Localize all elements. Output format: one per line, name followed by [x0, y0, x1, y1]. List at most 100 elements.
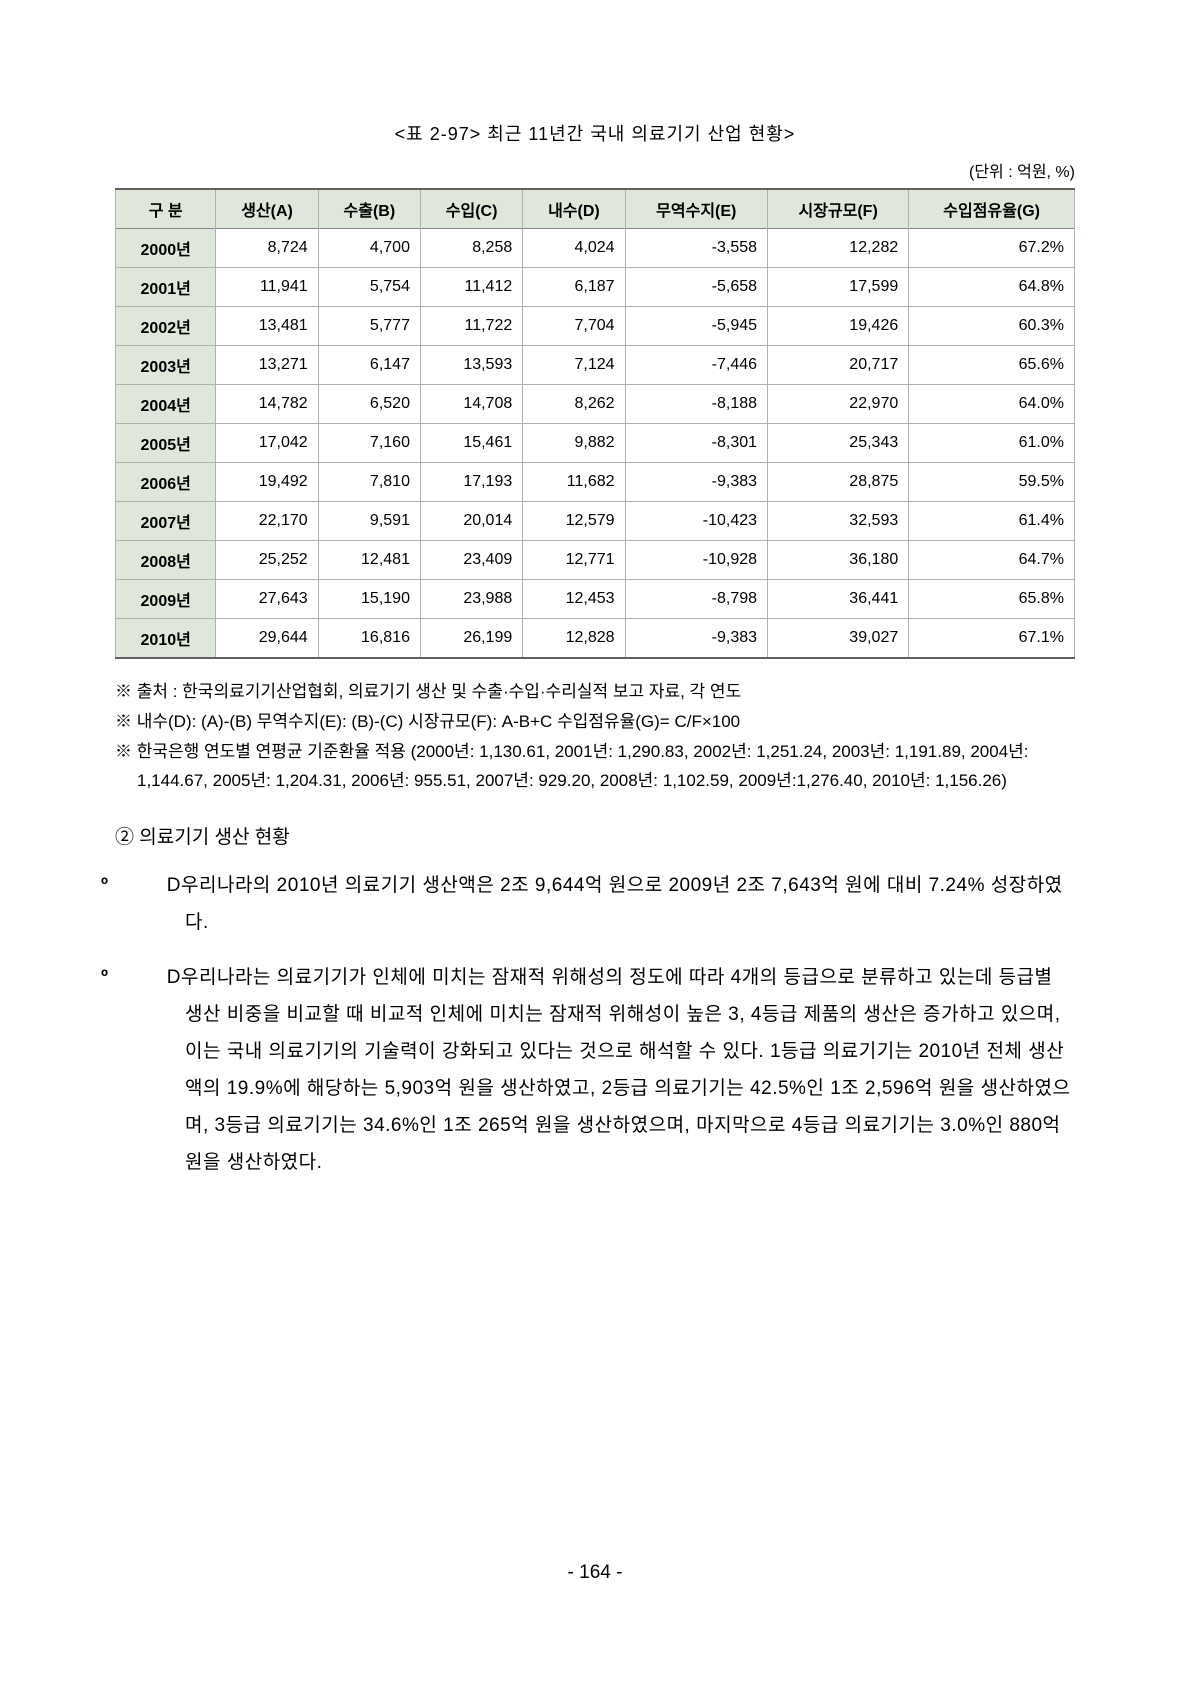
col-header: 수입점유율(G) — [909, 189, 1075, 229]
table-cell: 13,593 — [420, 346, 522, 385]
table-cell: 67.2% — [909, 229, 1075, 268]
bullet-item: º D우리나라의 2010년 의료기기 생산액은 2조 9,644억 원으로 2… — [115, 867, 1075, 941]
table-cell: 15,190 — [318, 580, 420, 619]
table-cell: 65.6% — [909, 346, 1075, 385]
table-cell: -8,301 — [625, 424, 767, 463]
table-cell: 11,722 — [420, 307, 522, 346]
table-cell: -7,446 — [625, 346, 767, 385]
table-cell: 14,782 — [216, 385, 318, 424]
table-cell: 5,754 — [318, 268, 420, 307]
table-cell: 36,180 — [768, 541, 909, 580]
table-cell: 8,724 — [216, 229, 318, 268]
table-cell: 23,409 — [420, 541, 522, 580]
table-cell: 12,453 — [523, 580, 625, 619]
table-cell: -10,928 — [625, 541, 767, 580]
table-cell: 61.4% — [909, 502, 1075, 541]
table-cell: 16,816 — [318, 619, 420, 659]
table-cell: 27,643 — [216, 580, 318, 619]
table-cell: 12,282 — [768, 229, 909, 268]
bullet-text: D우리나라의 2010년 의료기기 생산액은 2조 9,644억 원으로 200… — [161, 875, 1063, 933]
table-cell: -9,383 — [625, 619, 767, 659]
table-cell: -10,423 — [625, 502, 767, 541]
table-cell: 7,704 — [523, 307, 625, 346]
table-cell: 4,700 — [318, 229, 420, 268]
table-cell: 22,170 — [216, 502, 318, 541]
bullet-list: º D우리나라의 2010년 의료기기 생산액은 2조 9,644억 원으로 2… — [115, 867, 1075, 1181]
table-cell: 11,682 — [523, 463, 625, 502]
table-cell: 67.1% — [909, 619, 1075, 659]
table-cell: 2004년 — [116, 385, 216, 424]
table-cell: 2007년 — [116, 502, 216, 541]
table-cell: 61.0% — [909, 424, 1075, 463]
col-header: 구 분 — [116, 189, 216, 229]
bullet-marker-icon: º — [143, 959, 161, 996]
table-cell: 12,579 — [523, 502, 625, 541]
table-row: 2001년11,9415,75411,4126,187-5,65817,5996… — [116, 268, 1075, 307]
table-cell: 23,988 — [420, 580, 522, 619]
table-cell: 64.8% — [909, 268, 1075, 307]
table-cell: -9,383 — [625, 463, 767, 502]
table-cell: 2001년 — [116, 268, 216, 307]
table-cell: 20,014 — [420, 502, 522, 541]
table-cell: 6,147 — [318, 346, 420, 385]
table-cell: 12,481 — [318, 541, 420, 580]
table-cell: 64.0% — [909, 385, 1075, 424]
table-cell: -3,558 — [625, 229, 767, 268]
bullet-item: º D우리나라는 의료기기가 인체에 미치는 잠재적 위해성의 정도에 따라 4… — [115, 959, 1075, 1181]
table-cell: 8,262 — [523, 385, 625, 424]
col-header: 내수(D) — [523, 189, 625, 229]
table-cell: 17,193 — [420, 463, 522, 502]
table-cell: 7,810 — [318, 463, 420, 502]
table-row: 2002년13,4815,77711,7227,704-5,94519,4266… — [116, 307, 1075, 346]
table-cell: 9,591 — [318, 502, 420, 541]
table-cell: 15,461 — [420, 424, 522, 463]
table-cell: 19,426 — [768, 307, 909, 346]
table-cell: 9,882 — [523, 424, 625, 463]
section-heading: ② 의료기기 생산 현황 — [115, 822, 1075, 849]
table-row: 2009년27,64315,19023,98812,453-8,79836,44… — [116, 580, 1075, 619]
page-number: - 164 - — [0, 1562, 1190, 1584]
table-row: 2003년13,2716,14713,5937,124-7,44620,7176… — [116, 346, 1075, 385]
table-unit: (단위 : 억원, %) — [115, 158, 1075, 182]
col-header: 무역수지(E) — [625, 189, 767, 229]
table-row: 2010년29,64416,81626,19912,828-9,38339,02… — [116, 619, 1075, 659]
table-cell: 13,271 — [216, 346, 318, 385]
note-line: ※ 내수(D): (A)-(B) 무역수지(E): (B)-(C) 시장규모(F… — [115, 707, 1075, 737]
table-cell: 14,708 — [420, 385, 522, 424]
table-cell: 65.8% — [909, 580, 1075, 619]
table-cell: 19,492 — [216, 463, 318, 502]
data-table: 구 분 생산(A) 수출(B) 수입(C) 내수(D) 무역수지(E) 시장규모… — [115, 188, 1075, 659]
table-cell: 12,828 — [523, 619, 625, 659]
table-cell: 2002년 — [116, 307, 216, 346]
col-header: 시장규모(F) — [768, 189, 909, 229]
bullet-text: D우리나라는 의료기기가 인체에 미치는 잠재적 위해성의 정도에 따라 4개의… — [161, 967, 1070, 1173]
table-cell: 25,343 — [768, 424, 909, 463]
col-header: 수입(C) — [420, 189, 522, 229]
table-cell: 22,970 — [768, 385, 909, 424]
table-cell: 8,258 — [420, 229, 522, 268]
table-cell: 39,027 — [768, 619, 909, 659]
table-row: 2006년19,4927,81017,19311,682-9,38328,875… — [116, 463, 1075, 502]
table-cell: 2006년 — [116, 463, 216, 502]
table-notes: ※ 출처 : 한국의료기기산업협회, 의료기기 생산 및 수출·수입·수리실적 … — [115, 677, 1075, 796]
table-cell: 11,412 — [420, 268, 522, 307]
table-cell: 2009년 — [116, 580, 216, 619]
table-row: 2000년8,7244,7008,2584,024-3,55812,28267.… — [116, 229, 1075, 268]
table-cell: 26,199 — [420, 619, 522, 659]
table-cell: 29,644 — [216, 619, 318, 659]
bullet-marker-icon: º — [143, 867, 161, 904]
table-title: <표 2-97> 최근 11년간 국내 의료기기 산업 현황> — [115, 120, 1075, 146]
table-cell: -8,188 — [625, 385, 767, 424]
table-cell: 17,599 — [768, 268, 909, 307]
table-cell: 5,777 — [318, 307, 420, 346]
table-row: 2008년25,25212,48123,40912,771-10,92836,1… — [116, 541, 1075, 580]
table-cell: -5,945 — [625, 307, 767, 346]
table-cell: 36,441 — [768, 580, 909, 619]
table-header-row: 구 분 생산(A) 수출(B) 수입(C) 내수(D) 무역수지(E) 시장규모… — [116, 189, 1075, 229]
table-cell: 2010년 — [116, 619, 216, 659]
col-header: 수출(B) — [318, 189, 420, 229]
table-cell: 7,124 — [523, 346, 625, 385]
table-cell: 2000년 — [116, 229, 216, 268]
table-cell: 12,771 — [523, 541, 625, 580]
table-cell: 20,717 — [768, 346, 909, 385]
